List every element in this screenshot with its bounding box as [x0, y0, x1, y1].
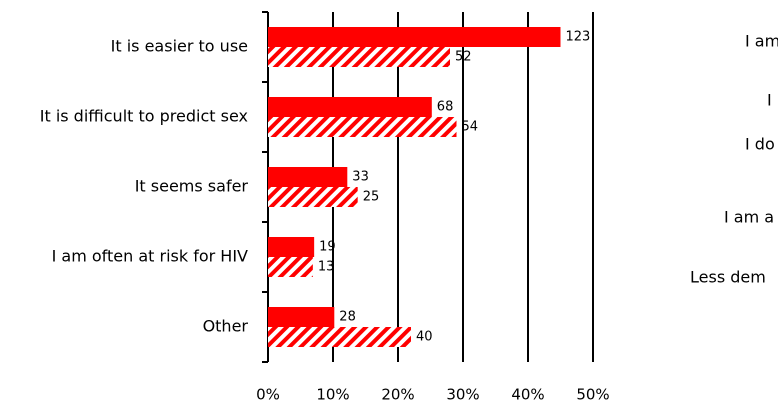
truncated-label: Less dem — [690, 268, 766, 287]
bar — [268, 257, 313, 277]
x-tick-label: 50% — [576, 386, 609, 404]
truncated-label: I am a — [724, 208, 774, 227]
data-label: 40 — [416, 330, 433, 345]
data-label: 25 — [363, 190, 380, 205]
x-tick-label: 30% — [446, 386, 479, 404]
bar — [268, 307, 335, 327]
bar — [268, 237, 315, 257]
category-label: It is difficult to predict sex — [40, 107, 248, 126]
data-label: 52 — [455, 50, 472, 65]
data-label: 123 — [566, 30, 591, 45]
bar — [268, 167, 348, 187]
category-label: It seems safer — [135, 177, 249, 196]
x-tick-label: 20% — [381, 386, 414, 404]
bar — [268, 117, 457, 137]
data-label: 33 — [352, 170, 369, 185]
x-tick-label: 40% — [511, 386, 544, 404]
truncated-label: I do — [745, 135, 775, 154]
bar — [268, 187, 358, 207]
category-label: Other — [203, 317, 249, 336]
data-label: 19 — [319, 240, 336, 255]
x-tick-label: 10% — [316, 386, 349, 404]
data-label: 68 — [437, 100, 454, 115]
bar — [268, 97, 432, 117]
category-label: It is easier to use — [111, 37, 248, 56]
category-label: I am often at risk for HIV — [52, 247, 248, 266]
bar — [268, 327, 411, 347]
bar — [268, 27, 561, 47]
data-label: 13 — [318, 260, 335, 275]
truncated-label: I am — [745, 32, 778, 51]
truncated-label: I — [767, 91, 772, 110]
x-tick-label: 0% — [256, 386, 280, 404]
data-label: 54 — [462, 120, 479, 135]
bar — [268, 47, 450, 67]
data-label: 28 — [339, 310, 356, 325]
